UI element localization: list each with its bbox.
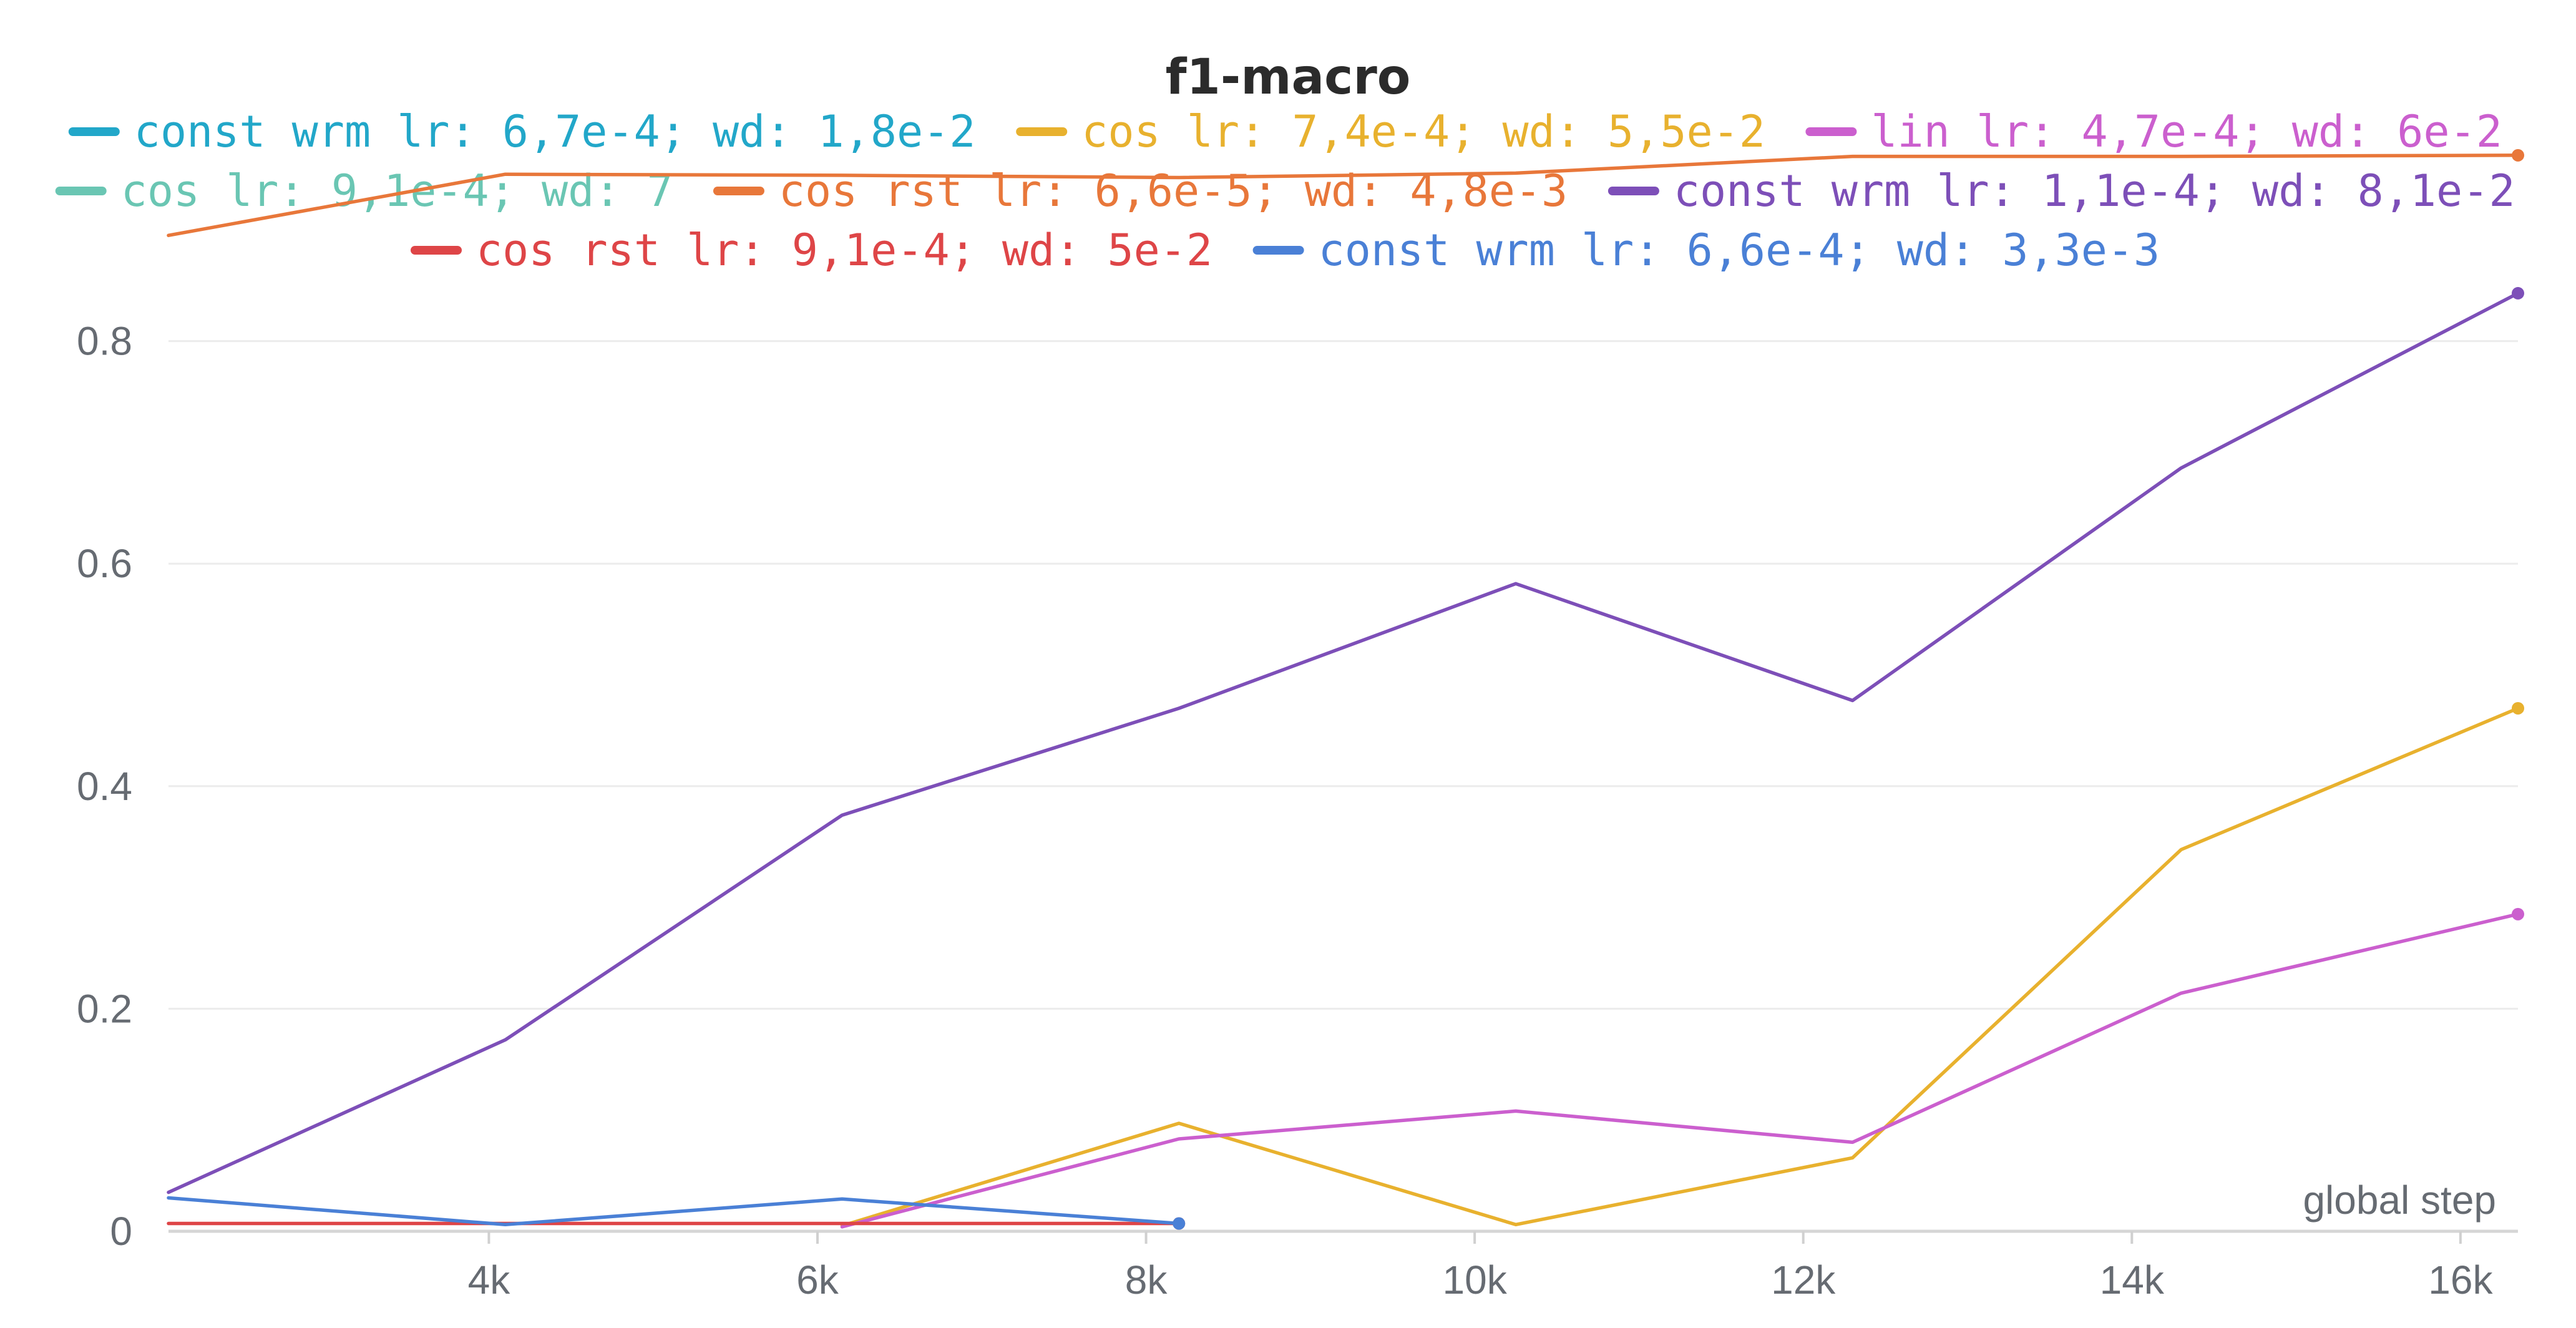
series-end-point-5[interactable]: [2512, 286, 2524, 300]
series-line-2[interactable]: [840, 912, 2520, 1229]
y-axis: 0 0.2 0.4 0.6 0.8: [77, 319, 132, 1254]
series-end-point-2[interactable]: [2512, 907, 2524, 920]
y-tick-label: 0.8: [77, 319, 132, 364]
series-end-point-4[interactable]: [2512, 149, 2524, 162]
series-line-4[interactable]: [167, 154, 2520, 237]
chart-title: f1-macro: [1166, 49, 1411, 105]
x-tick-label: 10k: [1443, 1257, 1508, 1302]
legend-label: cos rst lr: 9,1e-4; wd: 5e-2: [476, 225, 1212, 276]
x-tick-label: 6k: [796, 1257, 839, 1302]
x-axis-title: global step: [2303, 1178, 2496, 1223]
legend-label: const wrm lr: 6,7e-4; wd: 1,8e-2: [134, 106, 976, 157]
y-tick-label: 0.2: [77, 986, 132, 1031]
series-line-7[interactable]: [167, 1196, 1181, 1227]
legend: const wrm lr: 6,7e-4; wd: 1,8e-2 cos lr: …: [55, 106, 2515, 276]
legend-item[interactable]: const wrm lr: 6,7e-4; wd: 1,8e-2: [68, 106, 976, 157]
legend-label: const wrm lr: 6,6e-4; wd: 3,3e-3: [1319, 225, 2160, 276]
legend-item[interactable]: cos lr: 7,4e-4; wd: 5,5e-2: [1016, 106, 1765, 157]
legend-label: cos lr: 7,4e-4; wd: 5,5e-2: [1081, 106, 1765, 157]
y-tick-label: 0: [110, 1209, 132, 1254]
series-group: [167, 149, 2524, 1230]
series-line-5[interactable]: [167, 291, 2520, 1194]
legend-item[interactable]: const wrm lr: 1,1e-4; wd: 8,1e-2: [1608, 165, 2515, 217]
legend-label: lin lr: 4,7e-4; wd: 6e-2: [1871, 106, 2502, 157]
x-tick-label: 14k: [2100, 1257, 2165, 1302]
y-tick-label: 0.4: [77, 764, 132, 809]
x-tick-label: 4k: [468, 1257, 511, 1302]
grid: [168, 340, 2518, 1010]
x-tick-label: 8k: [1125, 1257, 1168, 1302]
series-end-point-1[interactable]: [2512, 701, 2524, 715]
series-end-point-7[interactable]: [1173, 1217, 1186, 1230]
legend-item[interactable]: cos rst lr: 9,1e-4; wd: 5e-2: [411, 225, 1212, 276]
y-tick-label: 0.6: [77, 541, 132, 586]
x-axis: 4k 6k 8k 10k 12k 14k 16k: [168, 1229, 2518, 1302]
legend-label: const wrm lr: 1,1e-4; wd: 8,1e-2: [1674, 165, 2515, 217]
legend-item[interactable]: lin lr: 4,7e-4; wd: 6e-2: [1805, 106, 2502, 157]
series-line-1[interactable]: [840, 706, 2520, 1228]
legend-item[interactable]: const wrm lr: 6,6e-4; wd: 3,3e-3: [1252, 225, 2160, 276]
x-tick-label: 16k: [2428, 1257, 2493, 1302]
x-tick-label: 12k: [1771, 1257, 1836, 1302]
